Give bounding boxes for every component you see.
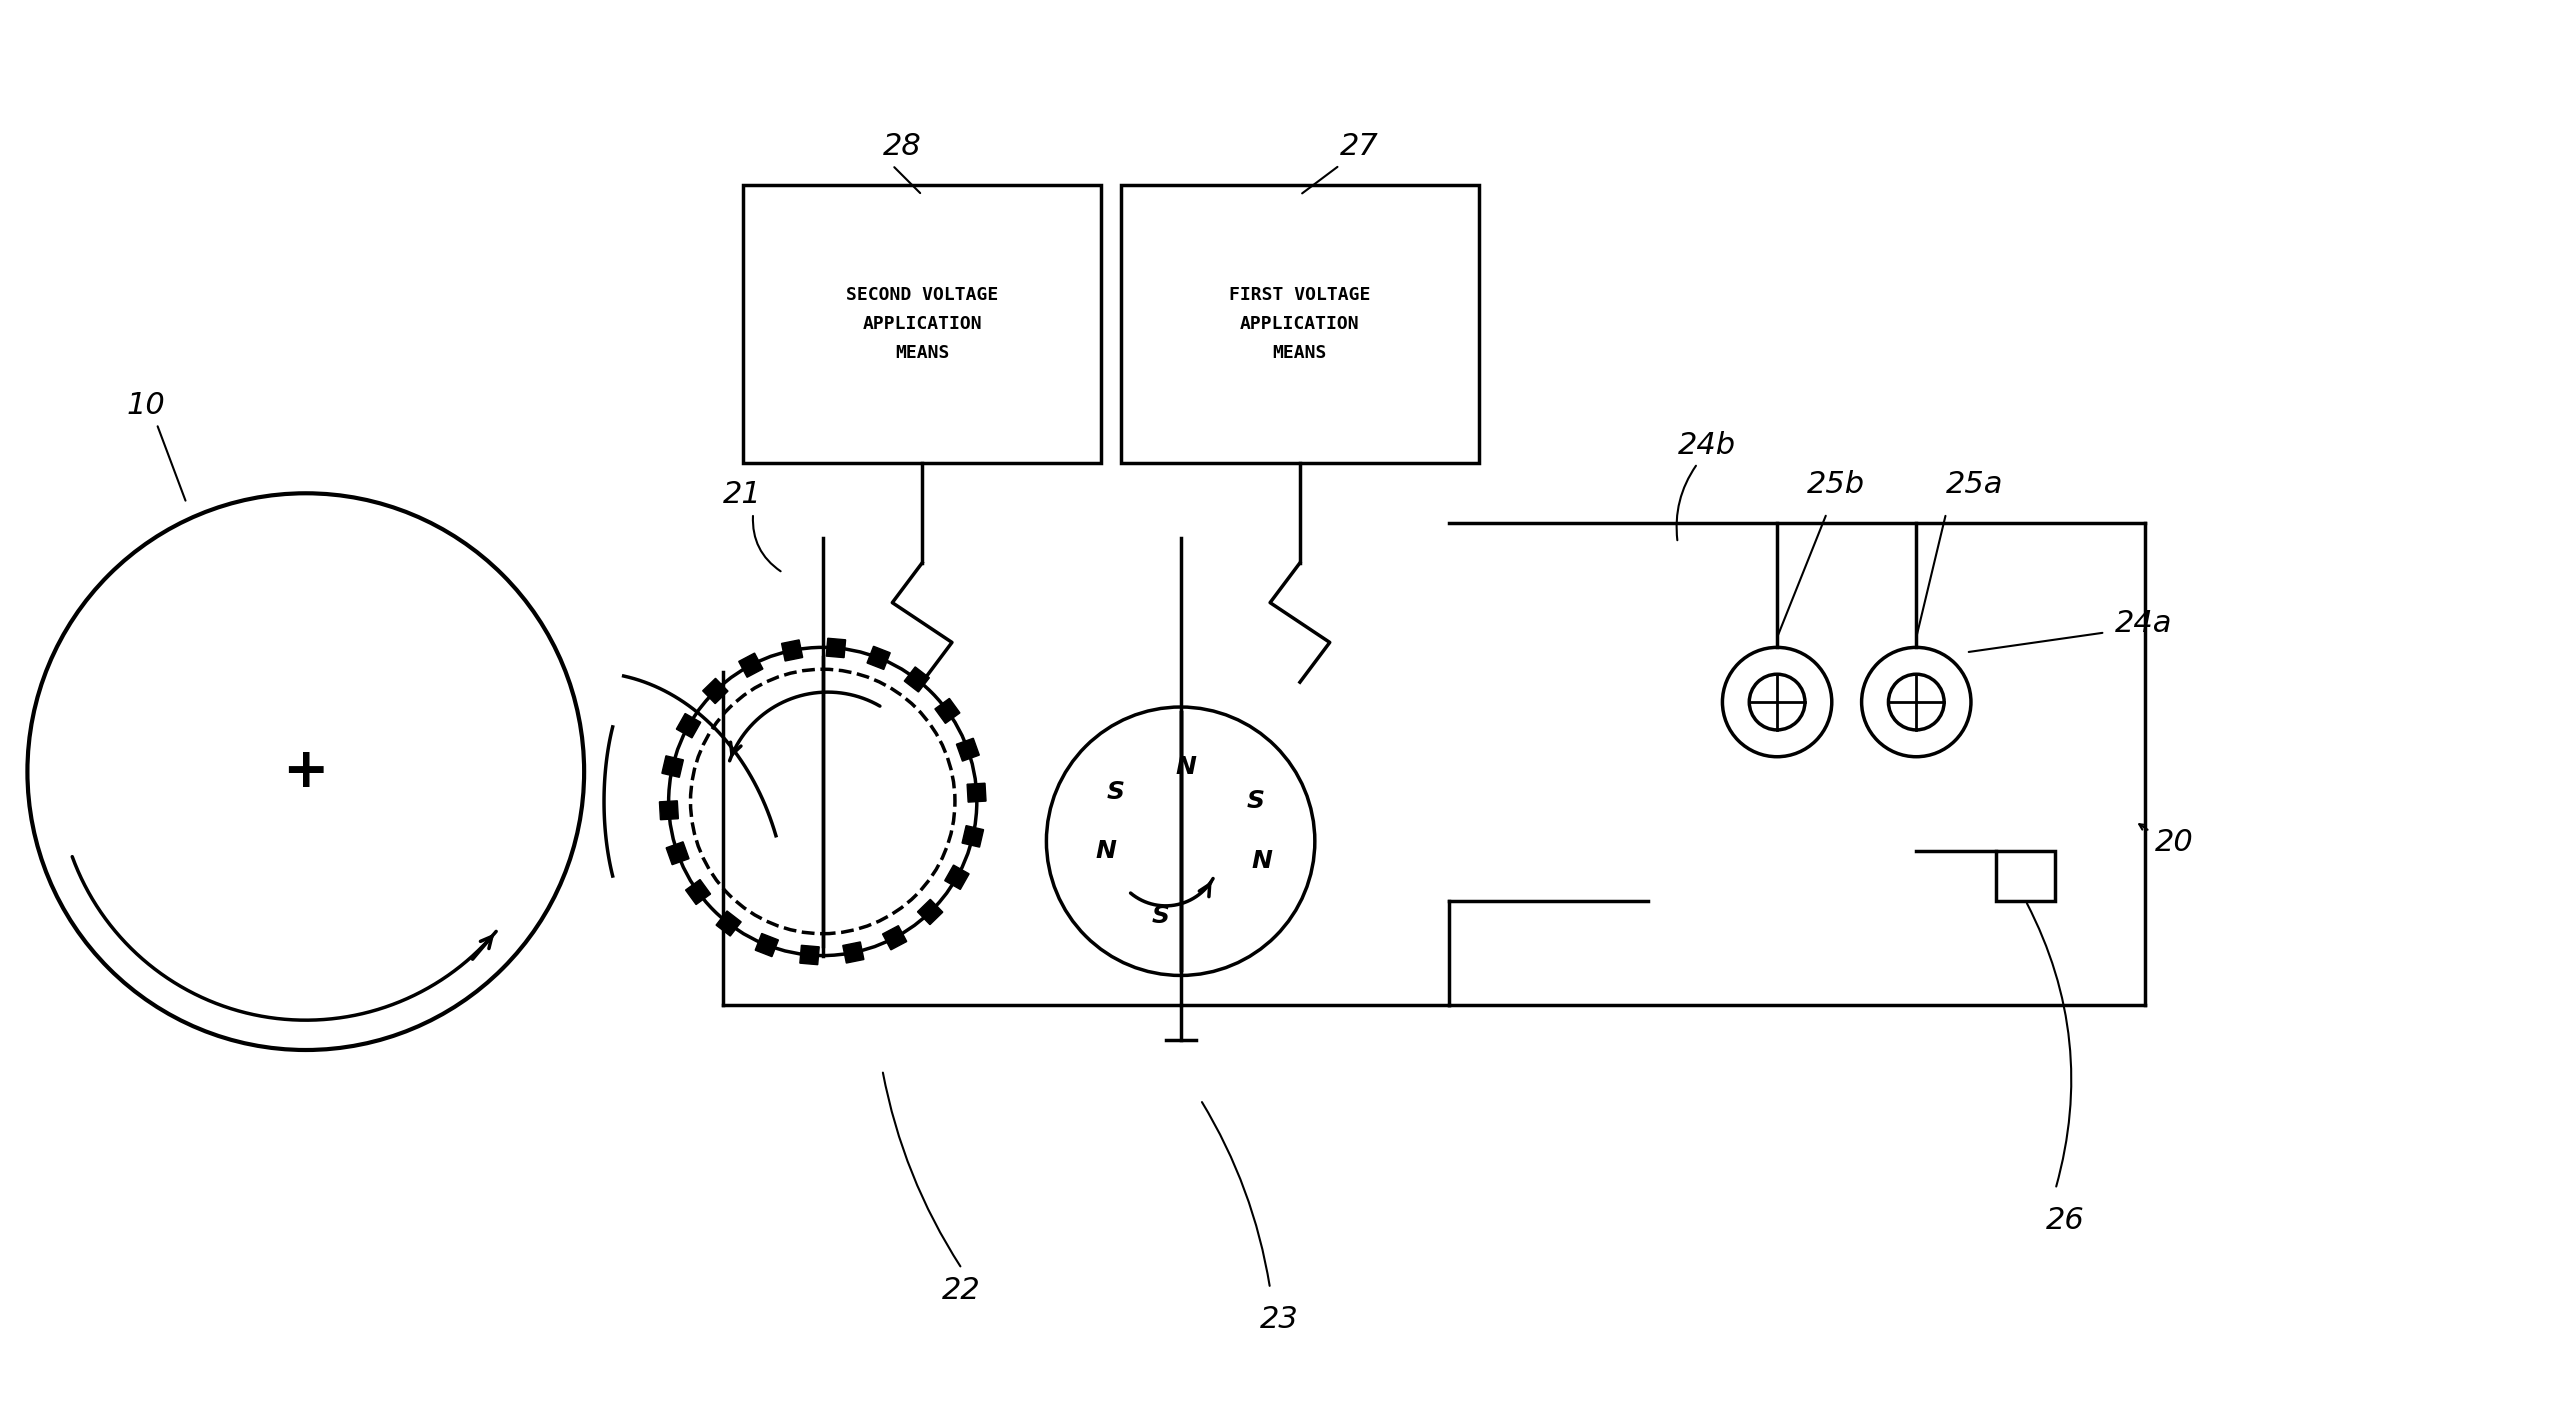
Text: 24a: 24a (2114, 610, 2173, 638)
Polygon shape (957, 738, 980, 761)
Polygon shape (800, 946, 820, 964)
Text: N: N (1175, 755, 1196, 779)
Polygon shape (905, 667, 928, 693)
Text: 23: 23 (1260, 1305, 1299, 1334)
Polygon shape (867, 646, 890, 670)
Bar (743, 185, 1101, 464)
Text: 24b: 24b (1677, 431, 1736, 459)
Text: 28: 28 (882, 132, 921, 161)
Polygon shape (967, 784, 985, 802)
Text: 10: 10 (126, 391, 165, 419)
Polygon shape (658, 801, 679, 819)
Text: 25b: 25b (1808, 471, 1865, 499)
Polygon shape (962, 826, 983, 848)
Polygon shape (826, 638, 846, 657)
Text: S: S (1152, 904, 1170, 927)
Text: S: S (1247, 789, 1265, 813)
Text: +: + (283, 745, 329, 799)
Polygon shape (715, 912, 741, 936)
Polygon shape (944, 865, 970, 889)
Polygon shape (756, 933, 779, 957)
Text: N: N (1096, 839, 1116, 863)
Polygon shape (934, 698, 959, 724)
Polygon shape (661, 757, 684, 778)
Text: 20: 20 (2155, 828, 2194, 857)
Polygon shape (676, 714, 700, 738)
Text: SECOND VOLTAGE
APPLICATION
MEANS: SECOND VOLTAGE APPLICATION MEANS (846, 286, 998, 363)
Polygon shape (738, 653, 764, 677)
Polygon shape (844, 941, 864, 963)
Polygon shape (666, 842, 689, 865)
Text: 25a: 25a (1947, 471, 2004, 499)
Text: S: S (1106, 779, 1124, 803)
Text: 22: 22 (941, 1276, 980, 1304)
Polygon shape (702, 678, 728, 704)
Bar (1121, 185, 1479, 464)
Text: N: N (1253, 849, 1273, 873)
Bar (1996, 852, 2055, 902)
Polygon shape (918, 899, 944, 924)
Polygon shape (687, 880, 710, 904)
Text: 21: 21 (723, 481, 761, 509)
Text: 27: 27 (1340, 132, 1379, 161)
Text: FIRST VOLTAGE
APPLICATION
MEANS: FIRST VOLTAGE APPLICATION MEANS (1229, 286, 1371, 363)
Text: 26: 26 (2045, 1206, 2083, 1234)
Polygon shape (882, 926, 908, 950)
Polygon shape (782, 640, 802, 661)
